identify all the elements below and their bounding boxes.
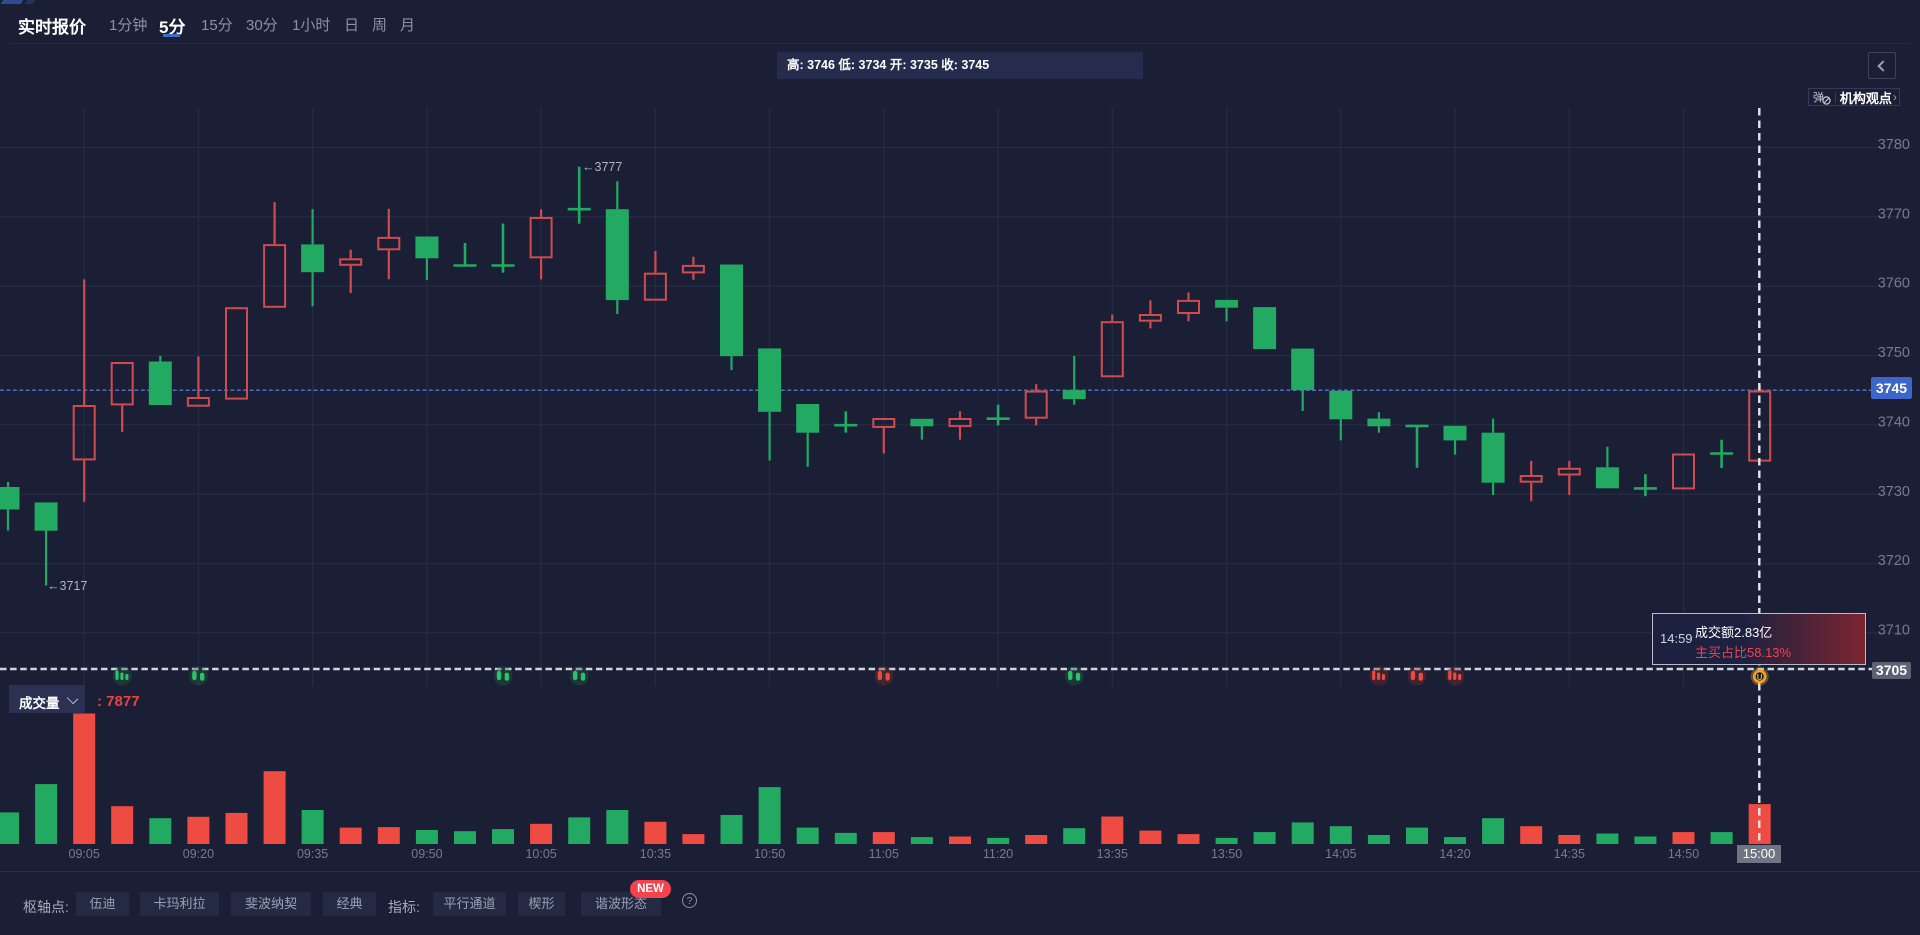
svg-text:09:35: 09:35 [297, 847, 328, 861]
svg-text:09:20: 09:20 [183, 847, 214, 861]
svg-text:3740: 3740 [1878, 414, 1910, 430]
svg-text:14:50: 14:50 [1668, 847, 1699, 861]
svg-text:09:50: 09:50 [411, 847, 442, 861]
svg-text:14:20: 14:20 [1439, 847, 1470, 861]
svg-text:←3717: ←3717 [47, 579, 87, 593]
svg-text:09:05: 09:05 [69, 847, 100, 861]
svg-text:3770: 3770 [1878, 206, 1910, 222]
svg-text:11:20: 11:20 [983, 847, 1013, 861]
svg-text:10:05: 10:05 [525, 847, 556, 861]
svg-text:3720: 3720 [1878, 553, 1910, 569]
svg-text:←3777: ←3777 [582, 160, 622, 174]
svg-text:10:50: 10:50 [754, 847, 785, 861]
svg-text:14:35: 14:35 [1554, 847, 1585, 861]
svg-text:3780: 3780 [1878, 137, 1910, 153]
svg-text:14:05: 14:05 [1325, 847, 1356, 861]
svg-text:3710: 3710 [1878, 622, 1910, 638]
svg-text:3730: 3730 [1878, 484, 1910, 500]
svg-text:U: U [1757, 673, 1763, 682]
svg-text:13:50: 13:50 [1211, 847, 1242, 861]
svg-text:13:35: 13:35 [1097, 847, 1128, 861]
svg-text:11:05: 11:05 [869, 847, 899, 861]
svg-text:3760: 3760 [1878, 276, 1910, 292]
svg-text:3750: 3750 [1878, 345, 1910, 361]
svg-text:10:35: 10:35 [640, 847, 671, 861]
